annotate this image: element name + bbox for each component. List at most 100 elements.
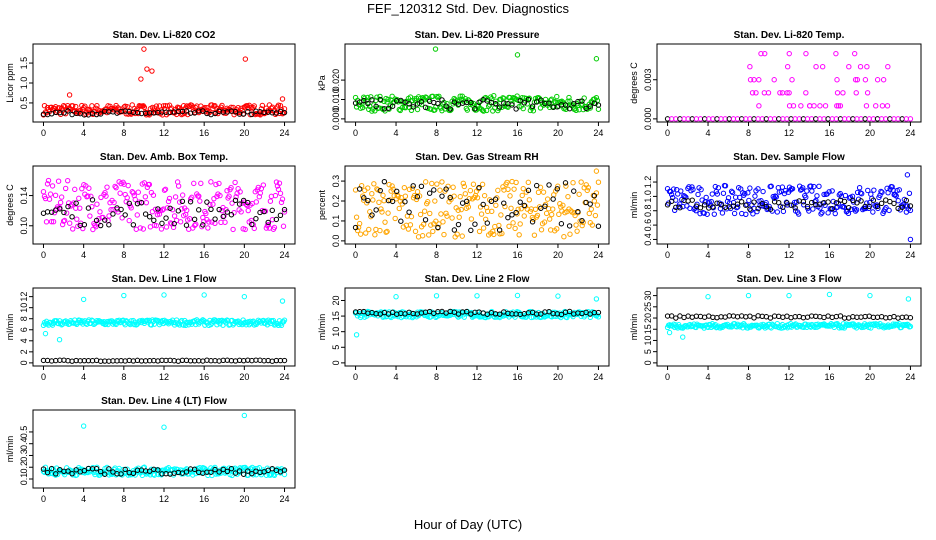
x-tick-label: 4 bbox=[81, 494, 86, 504]
data-point bbox=[670, 186, 677, 192]
data-point bbox=[65, 203, 71, 210]
data-point bbox=[502, 203, 508, 210]
data-point bbox=[428, 222, 434, 228]
x-tick-label: 16 bbox=[199, 372, 209, 382]
data-point bbox=[209, 219, 215, 225]
data-point bbox=[97, 111, 104, 117]
data-point bbox=[155, 467, 161, 473]
data-point bbox=[554, 226, 560, 232]
data-point bbox=[245, 207, 251, 214]
data-point bbox=[138, 76, 144, 82]
data-point bbox=[171, 213, 178, 219]
data-point bbox=[77, 107, 83, 114]
data-point bbox=[829, 206, 835, 212]
data-point bbox=[512, 225, 518, 232]
y-tick-label: 0.4 bbox=[19, 437, 29, 450]
data-point bbox=[468, 99, 474, 106]
data-point bbox=[224, 209, 231, 215]
data-point bbox=[745, 292, 752, 299]
data-point bbox=[710, 204, 716, 210]
data-point bbox=[506, 223, 512, 230]
data-point bbox=[451, 99, 458, 105]
data-point bbox=[668, 191, 675, 198]
data-point bbox=[767, 206, 774, 212]
data-point bbox=[200, 108, 206, 114]
data-point bbox=[468, 216, 475, 222]
y-tick-label: 0.10 bbox=[19, 217, 29, 235]
data-point bbox=[414, 194, 421, 200]
x-tick-label: 20 bbox=[239, 372, 249, 382]
data-point bbox=[788, 202, 794, 208]
data-point bbox=[377, 187, 383, 194]
data-point bbox=[570, 180, 576, 186]
data-point bbox=[786, 90, 792, 96]
data-point bbox=[540, 189, 547, 195]
y-tick-label: 0.0 bbox=[331, 235, 341, 248]
data-point bbox=[422, 179, 429, 185]
data-point bbox=[135, 110, 141, 117]
data-point bbox=[558, 99, 564, 105]
data-point bbox=[65, 108, 71, 114]
data-point bbox=[43, 219, 50, 225]
data-point bbox=[737, 194, 743, 201]
data-point bbox=[554, 186, 560, 192]
data-point bbox=[177, 219, 184, 225]
y-axis-label: kPa bbox=[317, 75, 327, 91]
data-point bbox=[220, 466, 226, 473]
data-point bbox=[886, 207, 892, 214]
data-point bbox=[807, 103, 813, 109]
data-point bbox=[532, 206, 539, 213]
data-point bbox=[814, 193, 820, 199]
data-point bbox=[204, 104, 210, 111]
data-point bbox=[69, 470, 75, 477]
data-point bbox=[675, 191, 681, 197]
data-point bbox=[594, 202, 601, 208]
x-tick-label: 12 bbox=[159, 128, 169, 138]
data-point bbox=[52, 192, 59, 199]
y-tick-label: 8 bbox=[19, 316, 29, 321]
data-point bbox=[126, 217, 132, 224]
data-point bbox=[434, 93, 440, 100]
data-point bbox=[673, 315, 679, 321]
data-point bbox=[426, 190, 433, 196]
x-tick-label: 0 bbox=[353, 128, 358, 138]
data-point bbox=[579, 217, 585, 224]
data-point bbox=[873, 103, 879, 109]
data-point bbox=[198, 180, 204, 187]
x-tick-label: 8 bbox=[746, 250, 751, 260]
data-point bbox=[44, 181, 51, 187]
data-point bbox=[562, 102, 569, 108]
data-point bbox=[253, 199, 259, 205]
data-point bbox=[82, 103, 88, 109]
data-point bbox=[477, 204, 484, 210]
data-point bbox=[701, 202, 708, 208]
x-tick-label: 8 bbox=[434, 250, 439, 260]
x-tick-label: 16 bbox=[824, 128, 834, 138]
data-point bbox=[811, 183, 817, 190]
data-point bbox=[64, 177, 71, 184]
data-point bbox=[747, 185, 753, 191]
data-point bbox=[48, 218, 55, 225]
data-point bbox=[822, 103, 829, 109]
data-point bbox=[543, 210, 550, 217]
data-point bbox=[906, 190, 913, 197]
data-point bbox=[751, 199, 757, 205]
x-tick-label: 12 bbox=[472, 128, 482, 138]
data-point bbox=[73, 200, 79, 206]
data-point bbox=[845, 204, 852, 211]
data-point bbox=[193, 221, 199, 227]
data-point bbox=[117, 190, 123, 196]
panel-4: Stan. Dev. Amb. Box Temp. 0 4 8 12 16 20 24 0.10… bbox=[5, 152, 296, 260]
data-point bbox=[813, 63, 819, 70]
data-point bbox=[436, 221, 442, 227]
data-point bbox=[55, 178, 62, 184]
data-point bbox=[149, 68, 155, 74]
data-point bbox=[751, 315, 757, 321]
y-tick-label: 10 bbox=[643, 335, 653, 345]
x-tick-label: 0 bbox=[665, 372, 670, 382]
data-point bbox=[281, 317, 288, 323]
data-points bbox=[40, 46, 288, 118]
data-point bbox=[58, 194, 65, 200]
data-points bbox=[664, 291, 914, 340]
data-point bbox=[538, 227, 545, 233]
